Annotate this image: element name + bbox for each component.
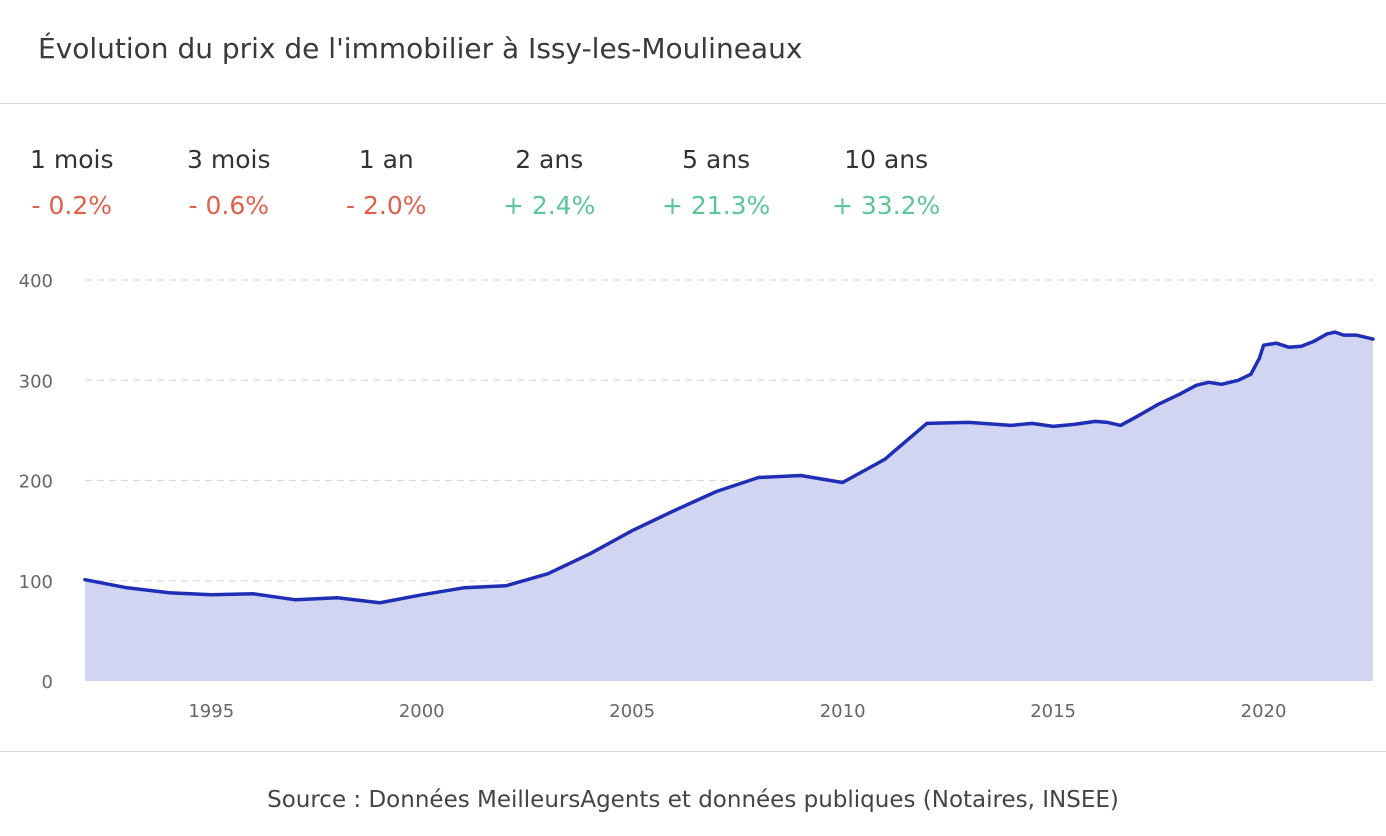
x-tick-label: 1995 [188,701,234,722]
stat-5-ans: 5 ans + 21.3% [662,143,770,223]
price-area [85,332,1373,681]
x-tick-label: 2020 [1241,701,1287,722]
stat-1-an: 1 an - 2.0% [346,143,426,223]
y-tick-label: 300 [19,371,53,392]
x-tick-label: 2015 [1030,701,1076,722]
stat-label: 3 mois [187,145,271,174]
stat-3-mois: 3 mois - 0.6% [187,143,270,223]
stat-label: 1 mois [30,145,114,174]
stat-value: - 2.0% [346,191,427,220]
stat-value: + 21.3% [662,191,771,220]
y-tick-label: 0 [42,672,53,693]
x-tick-label: 2010 [820,701,866,722]
stat-label: 10 ans [844,145,929,174]
y-tick-label: 400 [19,271,53,292]
header-divider [0,103,1386,104]
x-tick-label: 2005 [609,701,655,722]
stat-label: 2 ans [515,145,584,174]
x-axis-ticks: 1995 2000 2005 2010 2015 2020 [188,701,1286,722]
source-note: Source : Données MeilleursAgents et donn… [267,787,1119,813]
stat-label: 1 an [358,145,414,174]
y-tick-label: 100 [19,572,53,593]
footer-divider [0,751,1386,752]
x-tick-label: 2000 [399,701,445,722]
y-tick-label: 200 [19,472,53,493]
stat-value: - 0.2% [31,191,112,220]
stat-value: + 33.2% [832,191,941,220]
y-axis-ticks: 0 100 200 300 400 [19,271,53,693]
price-chart: 0 100 200 300 400 1995 2000 2005 2010 2015 2020 [19,271,1375,722]
stat-1-mois: 1 mois - 0.2% [30,143,113,223]
stat-value: - 0.6% [188,191,269,220]
price-line [83,330,1375,605]
stat-2-ans: 2 ans + 2.4% [503,143,595,223]
stat-10-ans: 10 ans + 33.2% [832,143,940,223]
page-title: Évolution du prix de l'immobilier à Issy… [38,32,803,65]
stat-label: 5 ans [682,145,751,174]
stat-value: + 2.4% [503,191,596,220]
